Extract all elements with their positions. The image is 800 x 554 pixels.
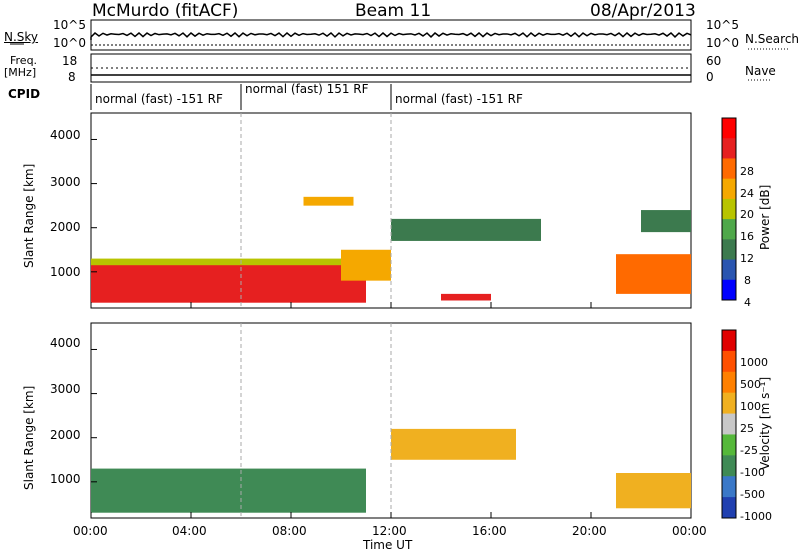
- velocity-colorbar-swatch: [722, 476, 736, 498]
- freq-unit: [MHz]: [4, 66, 37, 79]
- power-colorbar-swatch: [722, 259, 736, 281]
- velocity-colorbar-swatch: [722, 413, 736, 435]
- velocity-region: [91, 468, 366, 513]
- power-region: [341, 249, 391, 281]
- xtick: 04:00: [172, 524, 207, 538]
- power-colorbar-swatch: [722, 219, 736, 240]
- freq-tick-low: 8: [68, 70, 76, 84]
- power-region: [91, 263, 366, 303]
- nsky-label: N.Sky: [4, 30, 39, 44]
- power-cbar-tick: 4: [744, 296, 751, 309]
- power-region: [91, 258, 379, 266]
- freq-label: Freq.: [10, 54, 38, 67]
- power-ytick: 3000: [50, 175, 81, 189]
- power-colorbar-swatch: [722, 178, 736, 200]
- velocity-cbar-tick: 500: [740, 378, 761, 391]
- power-ytick: 2000: [50, 220, 81, 234]
- velocity-region: [616, 473, 691, 509]
- velocity-colorbar-swatch: [722, 455, 736, 477]
- velocity-colorbar-swatch: [722, 371, 736, 394]
- velocity-cbar-tick: -1000: [740, 510, 772, 523]
- nsky-tick-high: 10^5: [53, 18, 86, 32]
- beam-title: Beam 11: [355, 1, 432, 21]
- power-region: [391, 218, 541, 241]
- velocity-cbar-tick: 100: [740, 400, 761, 413]
- velocity-ytick: 4000: [50, 336, 81, 350]
- power-region: [641, 210, 691, 233]
- nave-label: Nave: [745, 64, 776, 78]
- velocity-cbar-tick: -500: [740, 488, 765, 501]
- nsearch-tick-high: 10^5: [706, 18, 739, 32]
- velocity-ytick: 2000: [50, 428, 81, 442]
- nave-tick-low: 0: [706, 70, 714, 84]
- velocity-colorbar-swatch: [722, 392, 736, 415]
- power-cbar-tick: 16: [740, 230, 754, 243]
- velocity-cbar-tick: 1000: [740, 356, 768, 369]
- xtick: 16:00: [472, 524, 507, 538]
- power-ytick: 1000: [50, 265, 81, 279]
- nsearch-label: N.Search: [745, 32, 800, 46]
- xaxis-label: Time UT: [363, 538, 413, 552]
- power-region: [441, 293, 491, 301]
- power-colorbar-swatch: [722, 198, 736, 220]
- power-colorbar-swatch: [722, 239, 736, 261]
- power-cbar-tick: 24: [740, 187, 754, 200]
- nsky-trace: [90, 32, 692, 40]
- velocity-ytick: 3000: [50, 382, 81, 396]
- power-region: [303, 196, 354, 206]
- cpid-segment-2: normal (fast) 151 RF: [245, 82, 369, 96]
- velocity-ytick: 1000: [50, 472, 81, 486]
- power-ytick: 4000: [50, 128, 81, 142]
- velocity-cbar-tick: 25: [740, 422, 754, 435]
- xtick: 00:00: [672, 524, 707, 538]
- velocity-colorbar-swatch: [722, 497, 736, 519]
- date-title: 08/Apr/2013: [590, 1, 696, 21]
- xtick: 00:00: [73, 524, 108, 538]
- nsky-box: [90, 19, 692, 51]
- velocity-cbar-tick: -100: [740, 466, 765, 479]
- xtick: 20:00: [572, 524, 607, 538]
- power-colorbar-swatch: [722, 158, 736, 180]
- power-colorbar-swatch: [722, 138, 736, 159]
- nsky-tick-low: 10^0: [53, 36, 86, 50]
- velocity-colorbar-swatch: [722, 350, 736, 373]
- station-title: McMurdo (fitACF): [92, 1, 239, 21]
- nsearch-tick-low: 10^0: [706, 36, 739, 50]
- power-cbar-tick: 20: [740, 208, 754, 221]
- nave-tick-high: 60: [706, 54, 722, 68]
- velocity-cbar-tick: -25: [740, 444, 758, 457]
- cpid-segment-3: normal (fast) -151 RF: [395, 92, 523, 106]
- xtick: 12:00: [372, 524, 407, 538]
- velocity-colorbar-swatch: [722, 434, 736, 456]
- power-cbar-tick: 8: [744, 274, 751, 287]
- xtick: 08:00: [272, 524, 307, 538]
- velocity-colorbar-frame: [721, 329, 737, 519]
- velocity-region: [391, 428, 516, 460]
- freq-tick-high: 18: [62, 54, 78, 68]
- velocity-colorbar-swatch: [722, 330, 736, 352]
- power-colorbar-swatch: [722, 279, 736, 301]
- power-colorbar-frame: [721, 117, 737, 301]
- power-cbar-tick: 28: [740, 165, 754, 178]
- power-region: [616, 254, 691, 294]
- cpid-label: CPID: [8, 87, 41, 101]
- power-colorbar-swatch: [722, 118, 736, 139]
- power-cbar-tick: 12: [740, 252, 754, 265]
- cpid-segment-1: normal (fast) -151 RF: [95, 92, 223, 106]
